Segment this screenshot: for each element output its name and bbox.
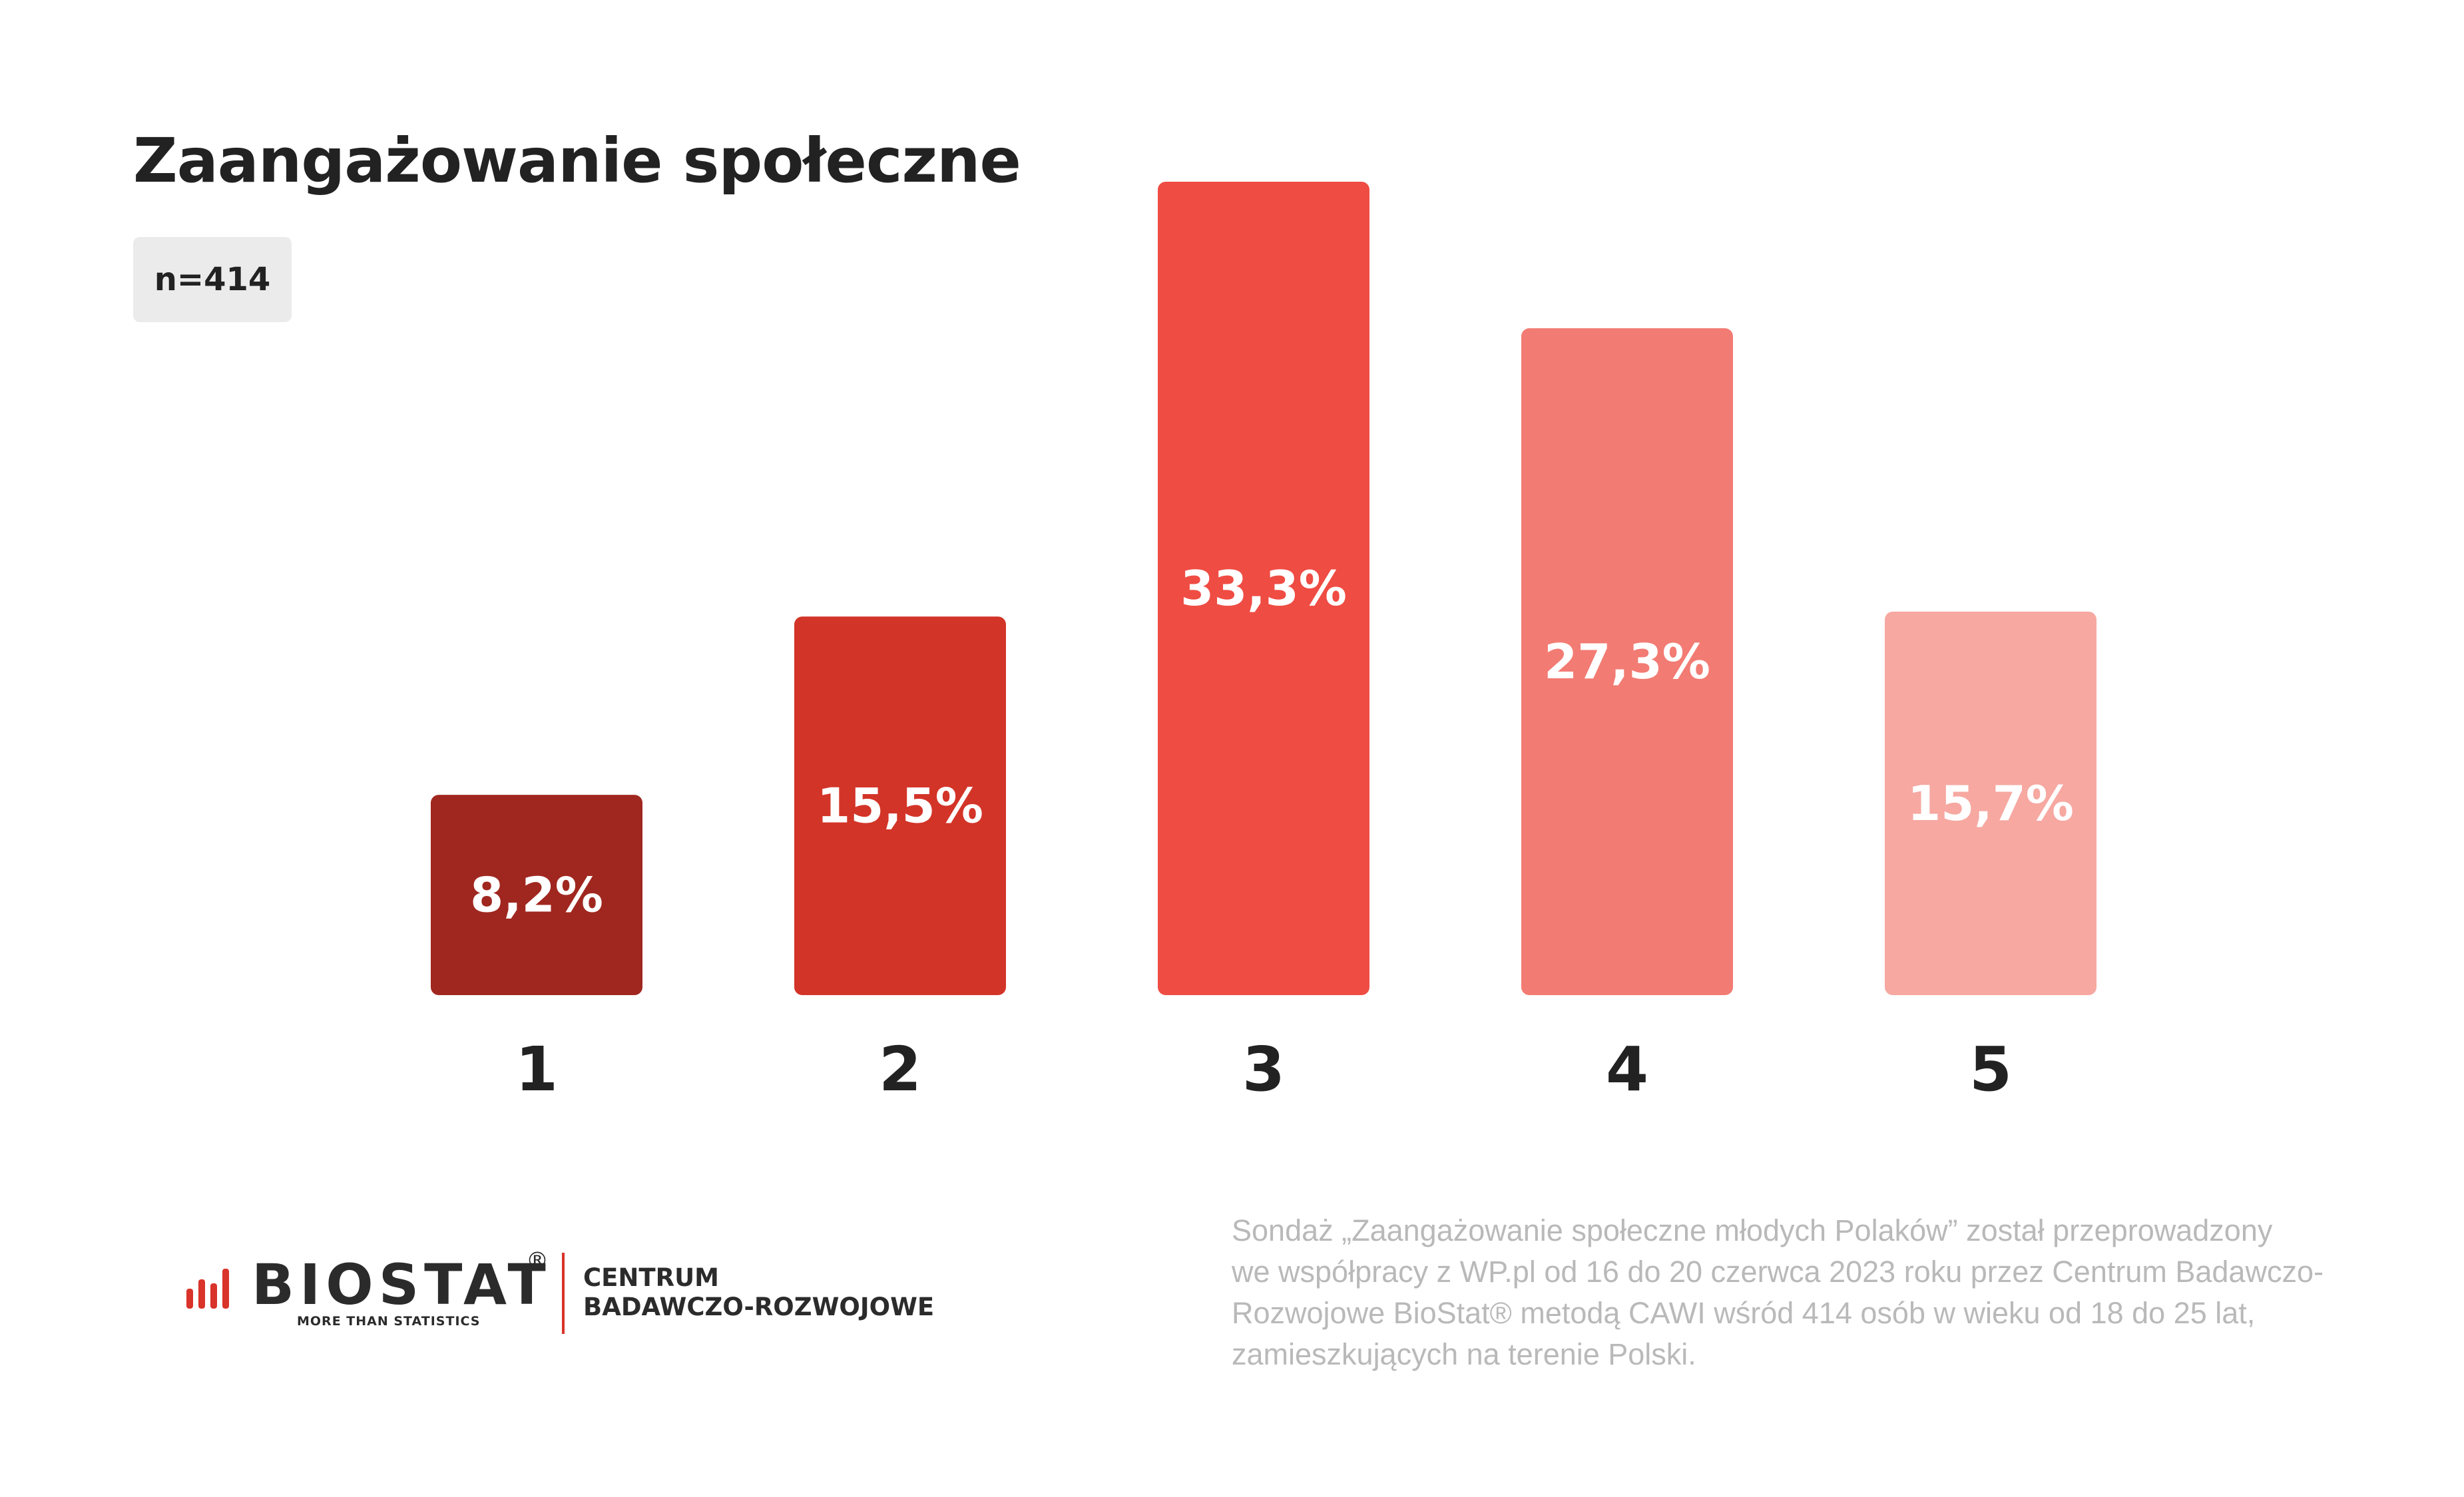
- footnote-line-4: zamieszkujących na terenie Polski.: [1232, 1337, 1696, 1371]
- category-label-4: 4: [1606, 1034, 1648, 1105]
- bar-value-label-3: 33,3%: [1180, 560, 1347, 616]
- bar-chart-logo-icon: [186, 1269, 229, 1309]
- biostat-logo: BIOSTAT ® MORE THAN STATISTICS CENTRUM B…: [185, 1247, 934, 1338]
- chart-title: Zaangażowanie społeczne: [133, 125, 1021, 196]
- logo-unit-line-1: CENTRUM: [583, 1263, 719, 1292]
- bar-1: [431, 795, 642, 995]
- category-label-1: 1: [515, 1034, 558, 1105]
- logo-divider: [562, 1253, 565, 1334]
- bar-value-label-1: 8,2%: [470, 867, 603, 923]
- bar-5: [1885, 611, 2096, 995]
- bar-2: [794, 616, 1006, 995]
- logo-wordmark: BIOSTAT: [252, 1252, 551, 1317]
- logo-unit-line-2: BADAWCZO-ROZWOJOWE: [583, 1293, 935, 1321]
- logo-tagline: MORE THAN STATISTICS: [297, 1314, 481, 1329]
- category-label-3: 3: [1242, 1034, 1285, 1105]
- bar-value-label-5: 15,7%: [1907, 775, 2074, 831]
- bar-chart: 8,2% 1 15,5% 2 33,3% 3 27,3% 4 15,7% 5: [431, 182, 2096, 1105]
- bar-value-label-4: 27,3%: [1544, 634, 1710, 690]
- footnote-line-3: Rozwojowe BioStat® metodą CAWI wśród 414…: [1232, 1296, 2256, 1330]
- category-label-2: 2: [879, 1034, 921, 1105]
- bar-4: [1521, 328, 1733, 995]
- registered-mark: ®: [526, 1247, 549, 1274]
- bar-3: [1158, 182, 1369, 995]
- sample-size-badge: n=414: [133, 237, 292, 322]
- survey-footnote: Sondaż „Zaangażowanie społeczne młodych …: [1232, 1210, 2363, 1375]
- bar-value-label-2: 15,5%: [817, 778, 983, 834]
- category-label-5: 5: [1969, 1034, 2012, 1105]
- logo-unit-name: CENTRUM BADAWCZO-ROZWOJOWE: [583, 1263, 934, 1322]
- footnote-line-2: we współpracy z WP.pl od 16 do 20 czerwc…: [1232, 1255, 2324, 1289]
- footnote-line-1: Sondaż „Zaangażowanie społeczne młodych …: [1232, 1213, 2273, 1247]
